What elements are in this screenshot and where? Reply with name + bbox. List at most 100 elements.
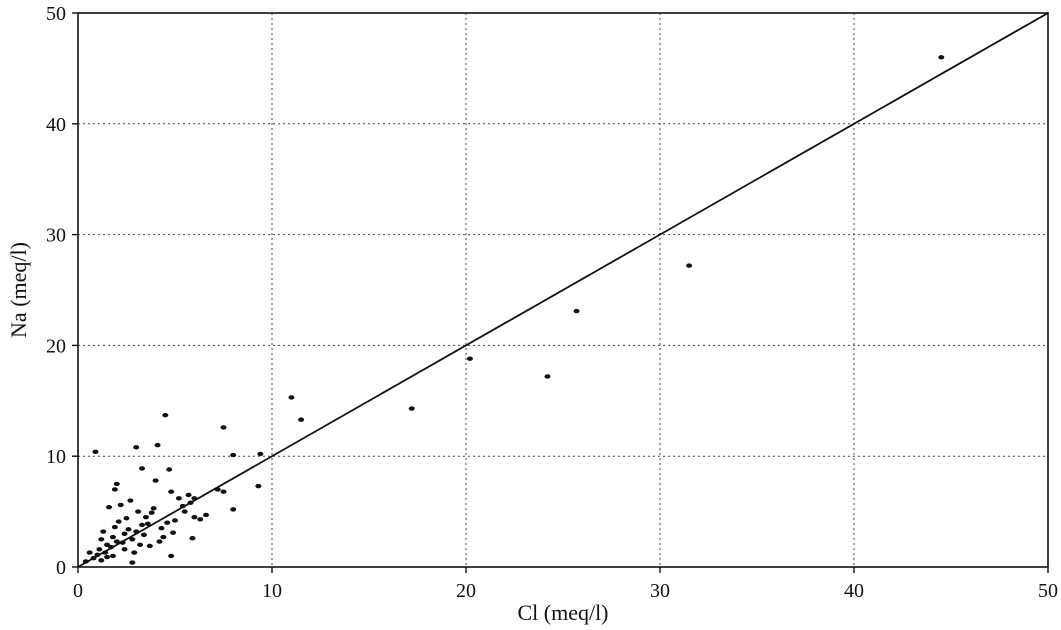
data-point [129,560,136,565]
x-axis-ticks: 0 10 20 30 40 50 [73,567,1058,602]
data-point [144,521,151,526]
y-tick-label: 50 [46,3,66,25]
data-point [686,263,693,268]
data-point [146,543,153,549]
data-point [109,534,116,540]
plot-frame [77,12,1049,568]
data-point [139,522,146,528]
data-point [100,529,107,534]
data-point [142,514,149,520]
data-point [137,542,144,548]
y-tick-label: 30 [46,225,66,247]
data-point [172,518,178,523]
data-point [119,540,126,545]
reference-line-layer [77,12,1049,568]
data-point [129,537,136,542]
data-point [150,506,157,511]
y-tick-label: 0 [56,557,66,579]
data-point [127,498,134,503]
y-tick-label: 20 [46,335,66,357]
data-point [98,537,105,542]
data-point [170,530,177,535]
reference-line [77,12,1049,568]
data-point [408,406,415,411]
x-tick-label: 10 [262,580,282,602]
data-point [156,539,163,544]
data-point [573,308,580,314]
x-tick-label: 30 [650,580,670,602]
data-point [152,478,159,483]
y-tick-label: 10 [46,446,66,468]
x-tick-label: 40 [844,580,864,602]
data-point [298,417,305,422]
gridlines [78,13,1048,567]
data-point [288,395,295,400]
data-point [187,500,194,505]
data-point [230,452,237,458]
data-point [166,467,173,472]
data-point [191,514,198,520]
data-point [181,509,188,514]
data-point [220,489,227,494]
data-point [140,532,147,538]
data-point [938,55,945,60]
data-point [94,552,101,558]
data-point [133,445,140,450]
data-point [82,559,89,564]
data-point [544,374,551,379]
data-point [123,516,130,521]
y-axis-ticks: 0 10 20 30 40 50 [46,3,78,579]
data-point [96,547,103,552]
data-point [466,356,473,361]
data-point [104,542,111,548]
data-point [131,550,138,555]
x-tick-label: 50 [1038,580,1058,602]
data-point [113,481,120,487]
data-point [197,517,204,522]
data-point [109,553,116,559]
data-point [135,509,142,514]
data-point [104,554,111,560]
data-point [168,489,175,494]
data-point [92,449,99,454]
data-point [191,496,198,501]
data-point [139,466,146,471]
data-point [230,507,237,512]
data-point [179,503,186,509]
data-point [162,413,169,418]
data-point [175,496,182,501]
data-point [203,512,210,518]
data-point [160,534,167,540]
data-point [257,451,264,457]
data-point [158,526,165,531]
data-point [168,553,175,559]
data-point [86,550,93,555]
data-point [111,487,118,492]
x-axis-label: Cl (meq/l) [517,600,608,625]
data-point [148,510,155,515]
y-tick-label: 40 [46,114,66,136]
data-point [133,529,140,534]
data-point [113,539,120,544]
x-tick-label: 0 [73,580,83,602]
data-point [115,519,122,524]
data-point [185,492,192,498]
data-point [154,442,161,448]
data-point [90,555,97,561]
data-point [214,487,221,492]
data-point [220,425,227,430]
x-tick-label: 20 [456,580,476,602]
data-point [106,504,113,510]
data-point [98,558,105,563]
data-point [255,483,262,489]
data-point [125,527,132,532]
data-point [117,502,124,508]
data-point [102,550,109,555]
data-points [82,55,945,565]
data-point [121,531,128,536]
data-point [189,535,196,541]
y-axis-label: Na (meq/l) [6,242,31,338]
data-point [121,547,128,552]
